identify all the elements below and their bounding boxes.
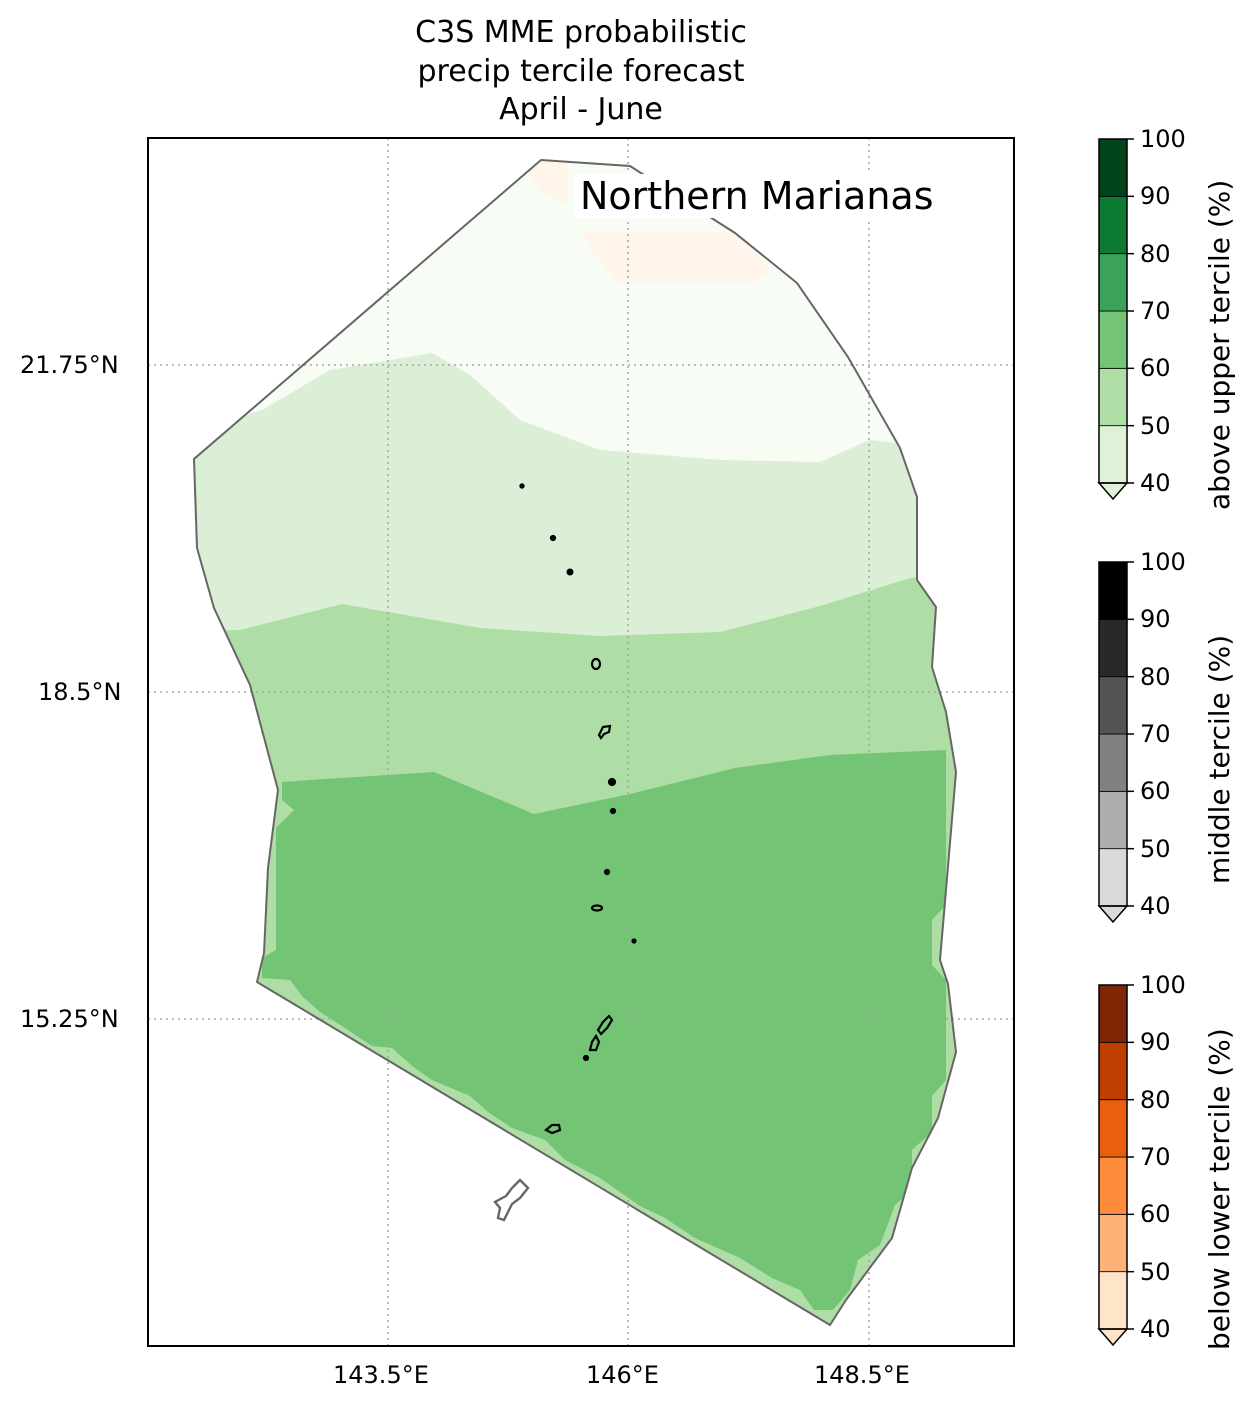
eez-boundary xyxy=(192,158,958,1327)
colorbar-segment xyxy=(1098,1099,1128,1158)
y-tick-label: 21.75°N xyxy=(20,351,119,379)
colorbar-segment xyxy=(1098,676,1128,735)
colorbar-tick-label: 100 xyxy=(1140,548,1186,576)
colorbar-label: middle tercile (%) xyxy=(1203,634,1236,884)
colorbar-tick-label: 90 xyxy=(1140,182,1171,211)
island-guam xyxy=(493,1178,530,1222)
colorbar-tick-label: 70 xyxy=(1140,1143,1171,1171)
colorbar-segment xyxy=(1098,790,1128,850)
island-pagan xyxy=(597,724,612,740)
colorbar-label: below lower tercile (%) xyxy=(1203,1028,1236,1350)
island-asuncion xyxy=(566,568,574,576)
colorbar-tick-label: 100 xyxy=(1140,125,1186,153)
colorbar-3 xyxy=(1097,984,1134,1347)
colorbar-segment xyxy=(1098,848,1128,907)
colorbar-segment xyxy=(1098,310,1128,369)
map-frame xyxy=(147,137,1015,1347)
colorbar-segment xyxy=(1098,1156,1128,1215)
gridlines xyxy=(148,138,1014,1346)
island-guguan xyxy=(609,807,617,815)
colorbar-segment xyxy=(1098,1213,1128,1273)
y-tick-label: 15.25°N xyxy=(20,1005,119,1033)
island-rota xyxy=(544,1123,562,1135)
colorbar-segment xyxy=(1098,138,1128,197)
colorbar-extend-arrow xyxy=(1097,1328,1129,1347)
island-tinian xyxy=(588,1033,601,1052)
x-tick-label: 148.5°E xyxy=(814,1361,910,1389)
colorbars xyxy=(1097,138,1134,1347)
islands xyxy=(519,483,637,1135)
x-tick-label: 146°E xyxy=(586,1361,659,1389)
colorbar-label: above upper tercile (%) xyxy=(1203,179,1236,510)
colorbar-tick-label: 60 xyxy=(1140,777,1171,806)
colorbar-segment xyxy=(1098,253,1128,312)
zone-below-pale-west xyxy=(530,160,568,205)
colorbar-2 xyxy=(1097,561,1134,924)
colorbar-tick-label: 90 xyxy=(1140,605,1171,634)
colorbar-segment xyxy=(1098,618,1128,678)
colorbar-segment xyxy=(1098,1041,1128,1101)
colorbar-tick-label: 90 xyxy=(1140,1028,1171,1057)
title-line-2: precip tercile forecast xyxy=(417,54,745,89)
colorbar-tick-label: 70 xyxy=(1140,720,1171,748)
island-aguijan xyxy=(582,1054,590,1062)
title-line-1: C3S MME probabilistic xyxy=(415,15,747,50)
colorbar-tick-label: 100 xyxy=(1140,971,1186,999)
colorbar-tick-label: 80 xyxy=(1140,662,1171,691)
colorbar-tick-label: 80 xyxy=(1140,1085,1171,1114)
colorbar-1 xyxy=(1097,138,1134,501)
island-saipan xyxy=(596,1014,614,1036)
colorbar-tick-label: 60 xyxy=(1140,354,1171,383)
colorbar-segment xyxy=(1098,561,1128,620)
zone-below-pale-east xyxy=(580,232,770,282)
colorbar-extend-arrow xyxy=(1097,905,1129,924)
island-anatahan xyxy=(590,904,604,912)
colorbar-segment xyxy=(1098,425,1128,484)
island-farallon-de-medinilla xyxy=(631,938,637,944)
colorbar-segment xyxy=(1098,367,1128,427)
colorbar-tick-label: 60 xyxy=(1140,1200,1171,1229)
colorbar-tick-label: 70 xyxy=(1140,297,1171,325)
region-label: Northern Marianas xyxy=(574,174,940,218)
colorbar-tick-label: 40 xyxy=(1140,1315,1171,1343)
colorbar-tick-label: 80 xyxy=(1140,239,1171,268)
colorbar-tick-label: 50 xyxy=(1140,834,1171,863)
island-alamagan xyxy=(607,777,617,787)
colorbar-segment xyxy=(1098,984,1128,1043)
island-farallon-de-pajaros xyxy=(519,483,525,489)
island-maug xyxy=(549,534,557,542)
colorbar-extend-arrow xyxy=(1097,482,1129,501)
colorbar-tick-label: 50 xyxy=(1140,411,1171,440)
x-tick-label: 143.5°E xyxy=(333,1361,429,1389)
y-tick-label: 18.5°N xyxy=(38,678,122,706)
title-line-3: April - June xyxy=(499,92,663,127)
colorbar-tick-label: 40 xyxy=(1140,892,1171,920)
colorbar-tick-label: 50 xyxy=(1140,1257,1171,1286)
island-agrihan xyxy=(590,657,602,671)
island-sarigan xyxy=(603,868,611,876)
colorbar-segment xyxy=(1098,195,1128,255)
map-panel xyxy=(147,137,1015,1347)
colorbar-segment xyxy=(1098,1271,1128,1330)
colorbar-tick-label: 40 xyxy=(1140,469,1171,497)
colorbar-segment xyxy=(1098,733,1128,792)
